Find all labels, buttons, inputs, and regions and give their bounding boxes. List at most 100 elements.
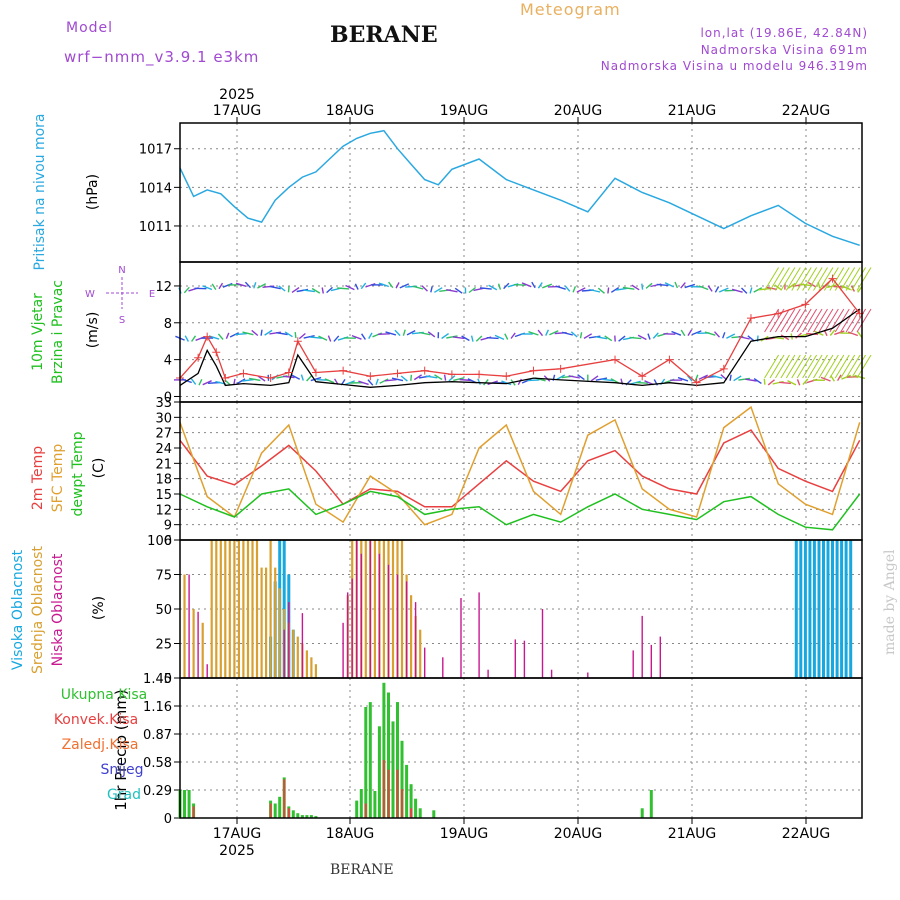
wind-hatch [764,267,779,291]
wind-direction-arrow [787,379,797,386]
wind-direction-arrow [202,285,213,291]
wind-direction-arrow [253,282,257,289]
compass-rose [106,277,138,309]
wind-gust-marker [719,364,728,373]
wind-direction-arrow [549,330,559,336]
wind-direction-arrow [504,333,509,340]
cloud-low-bar [414,602,417,678]
wind-direction-arrow [645,282,653,289]
wind-direction-arrow [430,286,433,293]
wind-direction-arrow [537,282,543,289]
cloud-mid-bar [278,588,281,678]
wind-direction-arrow [470,335,474,342]
wind-direction-arrow [309,336,322,339]
y-tick-label: 0.29 [143,784,172,799]
precip-total-bar [387,692,390,818]
wind-direction-arrow [251,329,259,337]
wind-direction-arrow [555,285,566,290]
wind-direction-arrow [531,281,536,289]
cloud-low-bar [378,553,381,678]
wind-direction-arrow [311,287,321,294]
wind-direction-arrow [303,335,315,339]
precip-total-bar [649,790,653,818]
wind-hatch [856,267,872,291]
wind-direction-arrow [583,333,593,340]
wind-hatch [802,267,818,291]
wind-hatch [780,267,796,291]
wind-direction-arrow [731,288,743,293]
precip-conv-bar [410,808,413,818]
wind-gust-marker [475,370,484,379]
wind-direction-arrow [310,376,322,382]
wind-direction-arrow [260,329,263,336]
cloud-mid-bar [296,636,299,678]
wind-direction-arrow [327,335,332,342]
wind-direction-arrow [652,332,659,339]
wind-direction-arrow [202,380,212,386]
precip-total-bar [382,682,386,818]
wind-direction-arrow [597,287,605,294]
bottom-day-label: 22AUG [782,826,831,842]
compass-west: W [85,289,95,300]
top-day-label: 21AUG [668,103,717,119]
cloud-mid-bar [224,540,227,678]
wind-direction-arrow [796,379,801,386]
wind-hatch [785,267,801,291]
wind-direction-arrow [211,283,217,290]
bottom-day-label: 19AUG [440,826,489,842]
y-tick-label: 0.87 [143,728,172,743]
wind-direction-arrow [686,375,693,382]
dewpoint-line [179,488,861,531]
wind-direction-arrow [344,380,355,386]
wind-direction-arrow [278,285,286,292]
wind-direction-arrow [527,379,540,382]
cloud-low-bar [541,609,544,678]
wind-hatch [823,308,839,333]
wind-direction-arrow [425,375,438,379]
bottom-year-label: 2025 [219,843,255,859]
precip-total-bar [291,810,295,818]
wind-direction-arrow [358,380,369,386]
wind-hatch [785,308,801,333]
cloud-low-bar [301,613,304,678]
wind-direction-arrow [741,287,748,294]
top-day-label: 20AUG [554,103,603,119]
wind-gust-marker [665,355,674,364]
cloud-low-bar [632,650,634,678]
cloud-mid-bar [274,567,277,678]
precip-total-bar [314,816,318,818]
precip-total-bar [418,808,422,818]
cloud-mid-bar [215,540,218,678]
wind-direction-arrow [857,286,863,293]
wind-direction-arrow [217,333,224,340]
wind-direction-arrow [610,287,620,293]
cloud-mid-bar [305,650,308,678]
wind-hatch [775,354,790,379]
pressure-title: Pritisak na nivou mora [32,113,48,270]
wind-direction-arrow [454,287,463,294]
y-tick-label: 21 [155,457,172,472]
wind-direction-arrow [321,287,324,294]
bottom-day-label: 17AUG [213,826,262,842]
cloud-mid-bar [419,629,422,678]
wind-direction-arrow [361,333,366,340]
cloud-mid-bar [382,540,385,678]
precip-total-bar [396,702,399,818]
cloud-low-bar [206,664,208,678]
wind-hatch [780,354,796,379]
location-lonlat: lon,lat (19.86E, 42.84N) [700,26,868,40]
wind-hatch [818,354,834,379]
precip-total-bar [183,790,186,818]
wind-direction-arrow [441,333,450,340]
precip-legend-entry: Grad [107,787,141,803]
wind-direction-arrow [687,329,693,336]
precip-total-bar [273,803,277,818]
wind-direction-arrow [510,332,516,339]
precip-legend-entry: Ukupna Kisa [61,687,148,703]
wind-direction-arrow [629,380,641,385]
wind-direction-arrow [595,377,608,381]
wind-hatch [807,267,823,291]
wind-unit: (m/s) [85,312,101,349]
temp-unit: (C) [91,458,107,479]
wind-direction-arrow [795,332,802,339]
